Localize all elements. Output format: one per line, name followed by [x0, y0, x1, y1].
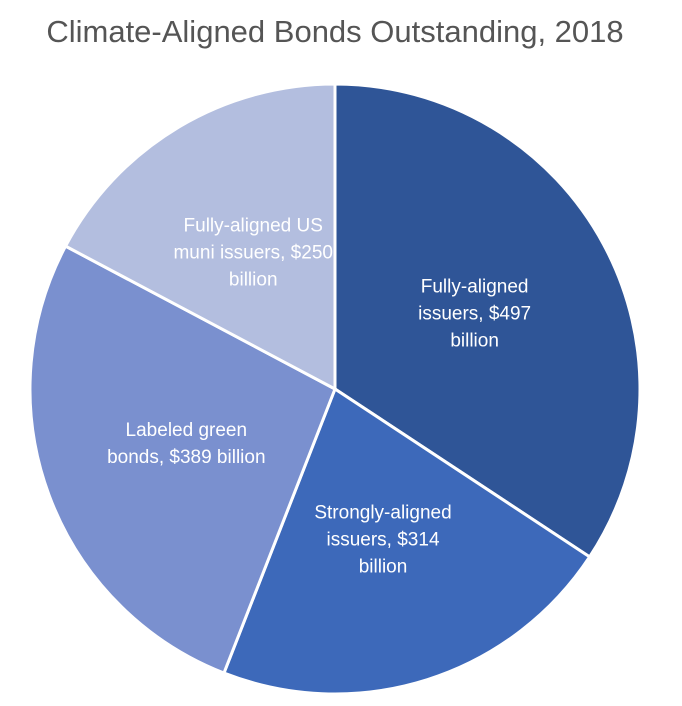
slice-label: Fully-aligned US muni issuers, $250 bill… [173, 215, 333, 291]
pie-slice [222, 386, 592, 696]
slice-label: Strongly-aligned issuers, $314 billion [314, 502, 452, 578]
slice-label: Fully-aligned issuers, $497 billion [418, 276, 532, 352]
chart-title: Climate-Aligned Bonds Outstanding, 2018 [46, 14, 623, 49]
pie-slice [63, 82, 337, 392]
slice-label: Labeled green bonds, $389 billion [107, 420, 266, 469]
pie-slice [28, 244, 337, 676]
